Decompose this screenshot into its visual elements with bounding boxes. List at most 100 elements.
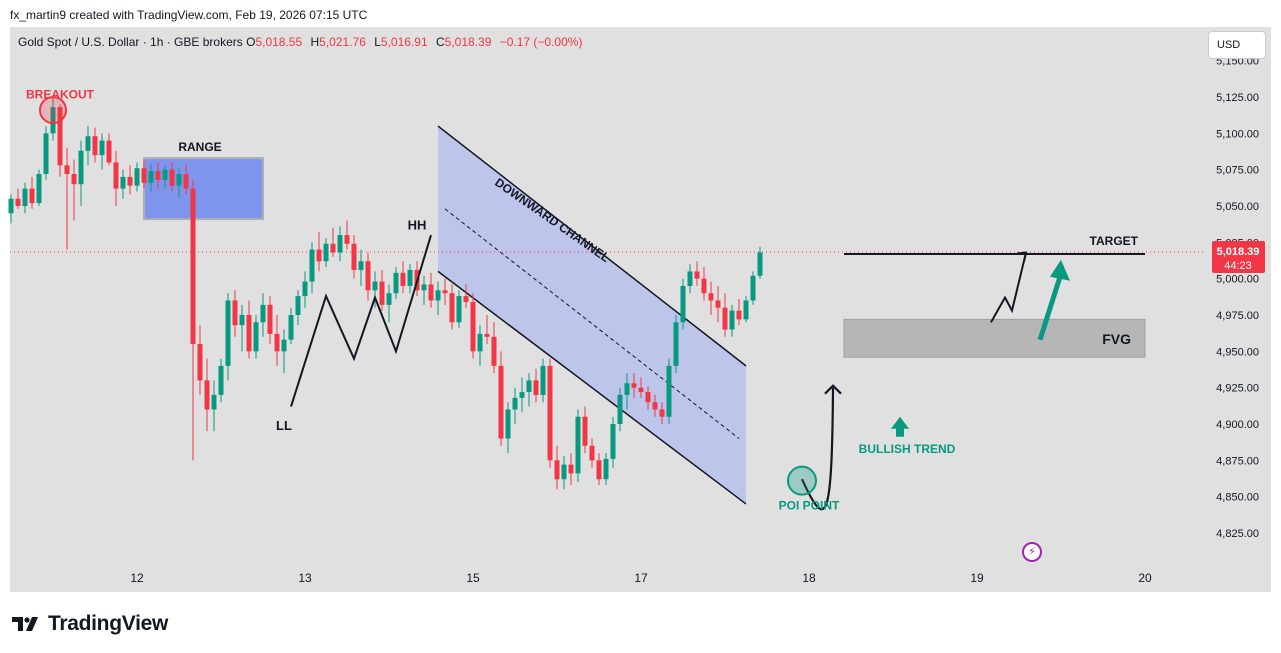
annotation-bullish-trend: BULLISH TREND bbox=[859, 442, 956, 456]
currency-button[interactable]: USD bbox=[1208, 31, 1266, 59]
candle-body bbox=[386, 293, 392, 305]
tradingview-logo[interactable]: TradingView bbox=[12, 612, 168, 636]
candle-body bbox=[92, 136, 98, 156]
y-tick-label: 4,900.00 bbox=[1216, 419, 1259, 431]
candle-body bbox=[470, 301, 476, 352]
candle-body bbox=[78, 150, 84, 185]
candle-body bbox=[85, 136, 91, 151]
candle-body bbox=[547, 365, 553, 461]
hh-ll-zigzag bbox=[290, 234, 432, 407]
candle-body bbox=[540, 365, 546, 395]
candle-body bbox=[22, 188, 28, 206]
candle-body bbox=[575, 416, 581, 474]
candle-body bbox=[505, 409, 511, 439]
candle-body bbox=[71, 174, 77, 185]
candle-body bbox=[337, 235, 343, 253]
candle-body bbox=[428, 284, 434, 301]
fvg-box bbox=[843, 318, 1146, 358]
target-green-arrow-shaft bbox=[1037, 273, 1064, 341]
candle-body bbox=[239, 315, 245, 326]
y-tick-label: 5,000.00 bbox=[1216, 274, 1259, 286]
close-label: C bbox=[435, 35, 445, 49]
close-value: 5,018.39 bbox=[444, 35, 492, 49]
candle-body bbox=[680, 285, 686, 323]
candle-body bbox=[183, 174, 189, 189]
high-value: 5,021.76 bbox=[319, 35, 366, 49]
candle-body bbox=[596, 460, 602, 480]
candle-body bbox=[456, 296, 462, 323]
channel-mid-line bbox=[444, 208, 740, 439]
candle-body bbox=[659, 409, 665, 417]
candle-body bbox=[603, 458, 609, 480]
candle-body bbox=[463, 296, 469, 302]
range-box bbox=[143, 157, 264, 221]
symbol-legend: Gold Spot / U.S. Dollar · 1h · GBE broke… bbox=[18, 35, 587, 49]
open-value: 5,018.55 bbox=[255, 35, 303, 49]
candle-body bbox=[288, 315, 294, 340]
candle-body bbox=[134, 168, 140, 186]
candle-body bbox=[701, 278, 707, 294]
x-tick-label: 15 bbox=[466, 571, 480, 585]
candle-body bbox=[190, 188, 196, 345]
candle-body bbox=[204, 380, 210, 410]
candle-body bbox=[197, 344, 203, 381]
candle-body bbox=[323, 243, 329, 262]
low-label: L bbox=[374, 35, 381, 49]
candle-body bbox=[666, 365, 672, 417]
last-price-value: 5,018.39 bbox=[1217, 246, 1260, 258]
candle-body bbox=[15, 198, 21, 206]
y-tick-label: 4,950.00 bbox=[1216, 346, 1259, 358]
y-tick-label: 4,975.00 bbox=[1216, 310, 1259, 322]
candle-body bbox=[155, 171, 161, 180]
candle-body bbox=[729, 310, 735, 330]
candle-body bbox=[106, 140, 112, 163]
annotation-range: RANGE bbox=[178, 140, 221, 154]
candle-body bbox=[316, 249, 322, 262]
y-tick-label: 4,875.00 bbox=[1216, 455, 1259, 467]
y-tick-label: 4,850.00 bbox=[1216, 492, 1259, 504]
annotation-poi-point: POI POINT bbox=[779, 499, 840, 513]
annotation-hh: HH bbox=[408, 217, 427, 232]
candle-body bbox=[589, 445, 595, 461]
candle-body bbox=[358, 261, 364, 270]
candle-body bbox=[652, 402, 658, 410]
candle-body bbox=[281, 339, 287, 352]
candle-body bbox=[512, 397, 518, 410]
countdown-value: 44:23 bbox=[1224, 260, 1252, 272]
target-green-arrowhead bbox=[1050, 259, 1070, 281]
candle-body bbox=[246, 315, 252, 352]
candle-body bbox=[638, 387, 644, 393]
candle-body bbox=[253, 322, 259, 352]
candle-body bbox=[736, 310, 742, 320]
poi-curved-arrow bbox=[800, 387, 835, 511]
candle-body bbox=[295, 296, 301, 315]
candle-body bbox=[624, 383, 630, 395]
candle-body bbox=[407, 269, 413, 286]
candle-body bbox=[442, 290, 448, 294]
candle-body bbox=[274, 333, 280, 352]
x-tick-label: 12 bbox=[130, 571, 144, 585]
candle-body bbox=[260, 304, 266, 323]
candle-body bbox=[218, 365, 224, 395]
bullish-up-arrow bbox=[891, 416, 909, 437]
candle-body bbox=[99, 140, 105, 156]
y-tick-label: 5,100.00 bbox=[1216, 128, 1259, 140]
candle-body bbox=[232, 300, 238, 326]
candle-body bbox=[330, 243, 336, 253]
candle-body bbox=[344, 235, 350, 244]
candle-body bbox=[610, 424, 616, 459]
candle-body bbox=[498, 365, 504, 439]
candle-body bbox=[743, 300, 749, 320]
candle-body bbox=[372, 281, 378, 291]
candle-body bbox=[722, 307, 728, 330]
candle-body bbox=[554, 460, 560, 480]
candle-body bbox=[309, 249, 315, 282]
candle-body bbox=[211, 394, 217, 410]
bolt-icon[interactable]: ⚡ bbox=[1022, 542, 1042, 562]
y-tick-label: 4,925.00 bbox=[1216, 383, 1259, 395]
annotation-fvg: FVG bbox=[1102, 331, 1131, 347]
candle-body bbox=[645, 392, 651, 403]
candle-body bbox=[750, 275, 756, 301]
y-tick-label: 5,125.00 bbox=[1216, 92, 1259, 104]
